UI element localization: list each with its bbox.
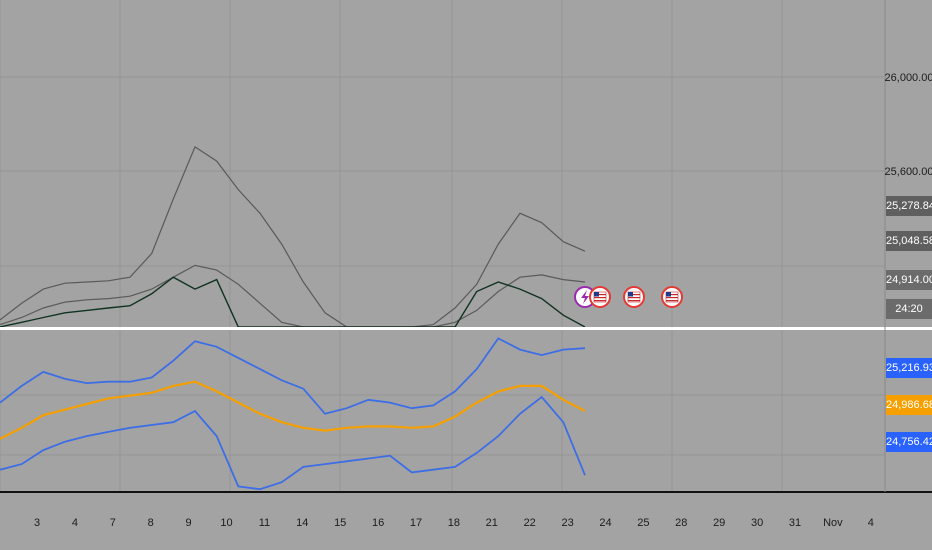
- y-tick-label: 26,000.00: [885, 72, 932, 84]
- x-tick-label: 17: [410, 517, 422, 529]
- x-tick-label: 30: [751, 517, 763, 529]
- price-middle-band-line[interactable]: [0, 264, 586, 328]
- x-tick-label: 3: [34, 517, 40, 529]
- event-markers[interactable]: [574, 286, 683, 308]
- price-last-value-tag: 24,914.00: [886, 270, 932, 290]
- us-flag-icon[interactable]: [661, 286, 683, 308]
- x-tick-label: 24: [599, 517, 611, 529]
- price-price-line[interactable]: [0, 276, 586, 328]
- x-tick-label: Nov: [823, 517, 843, 529]
- time-scale[interactable]: 3 4 7 8 9 10 11 14 15 16 17 18 21 22 23 24 25 28 29 30 31 Nov…: [34, 517, 874, 529]
- lightning-icon[interactable]: [574, 286, 596, 308]
- indicator-upper-band-line[interactable]: [0, 337, 586, 415]
- us-flag-icon[interactable]: [589, 286, 611, 308]
- price-last-value-tag: 25,278.84: [886, 196, 932, 216]
- y-tick-label: 25,600.00: [885, 166, 932, 178]
- bar-countdown: 24:20: [886, 299, 932, 319]
- x-tick-label: 25: [637, 517, 649, 529]
- indicator-last-value-tag: 24,756.42: [886, 432, 932, 452]
- x-tick-label: 9: [186, 517, 192, 529]
- x-tick-label: 4: [868, 517, 874, 529]
- indicator-last-value-tag: 25,216.93: [886, 358, 932, 378]
- x-tick-label: 28: [675, 517, 687, 529]
- x-tick-label: 31: [789, 517, 801, 529]
- x-tick-label: 16: [372, 517, 384, 529]
- indicator-lower-band-line[interactable]: [0, 395, 586, 491]
- price-upper-band-line[interactable]: [0, 146, 586, 328]
- x-tick-label: 4: [72, 517, 78, 529]
- price-last-value-tag: 25,048.58: [886, 231, 932, 251]
- indicator-panel[interactable]: [0, 337, 586, 491]
- grid: [0, 0, 885, 492]
- x-tick-label: 10: [220, 517, 232, 529]
- panel-frame: [0, 0, 932, 493]
- us-flag-icon[interactable]: [623, 286, 645, 308]
- x-tick-label: 7: [110, 517, 116, 529]
- indicator-last-value-tag: 24,986.68: [886, 395, 932, 415]
- x-tick-label: 22: [524, 517, 536, 529]
- indicator-basis-line[interactable]: [0, 380, 586, 440]
- price-panel[interactable]: [0, 146, 586, 328]
- panel-separator[interactable]: [0, 327, 932, 330]
- x-tick-label: 15: [334, 517, 346, 529]
- x-tick-label: 29: [713, 517, 725, 529]
- x-tick-label: 21: [486, 517, 498, 529]
- x-tick-label: 23: [561, 517, 573, 529]
- x-tick-label: 8: [148, 517, 154, 529]
- price-scale[interactable]: 26,000.00 25,600.00: [885, 72, 932, 178]
- x-tick-label: 18: [448, 517, 460, 529]
- x-tick-label: 14: [296, 517, 308, 529]
- x-tick-label: 11: [259, 517, 270, 529]
